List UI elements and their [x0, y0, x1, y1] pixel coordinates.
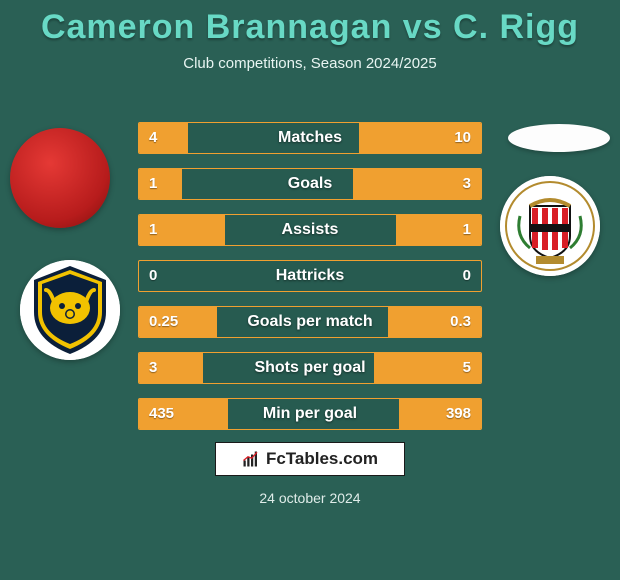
- stat-row: 0.250.3Goals per match: [138, 306, 482, 338]
- bar-left: [139, 169, 182, 199]
- stats-table: 410Matches13Goals11Assists00Hattricks0.2…: [138, 122, 482, 444]
- oxford-united-icon: [20, 260, 120, 360]
- value-right: 3: [463, 169, 471, 199]
- value-left: 3: [149, 353, 157, 383]
- bar-left: [139, 123, 188, 153]
- value-left: 4: [149, 123, 157, 153]
- value-right: 398: [446, 399, 471, 429]
- sunderland-icon: [500, 176, 600, 276]
- player-right-avatar: [508, 124, 610, 152]
- stat-row: 435398Min per goal: [138, 398, 482, 430]
- value-left: 1: [149, 215, 157, 245]
- club-left-badge: [20, 260, 120, 360]
- stat-row: 410Matches: [138, 122, 482, 154]
- stat-row: 35Shots per goal: [138, 352, 482, 384]
- value-left: 1: [149, 169, 157, 199]
- brand-text: FcTables.com: [266, 449, 378, 469]
- value-right: 5: [463, 353, 471, 383]
- value-right: 0: [463, 261, 471, 291]
- value-left: 0.25: [149, 307, 178, 337]
- page-title: Cameron Brannagan vs C. Rigg: [0, 8, 620, 47]
- bars-icon: [242, 450, 260, 468]
- value-right: 1: [463, 215, 471, 245]
- date-text: 24 october 2024: [0, 490, 620, 506]
- brand-badge[interactable]: FcTables.com: [215, 442, 405, 476]
- value-left: 435: [149, 399, 174, 429]
- value-right: 10: [454, 123, 471, 153]
- player-left-avatar: [10, 128, 110, 228]
- club-right-badge: [500, 176, 600, 276]
- stat-label: Hattricks: [139, 261, 481, 291]
- stat-row: 0 0Hattricks: [138, 260, 482, 292]
- value-left: 0: [149, 261, 157, 291]
- stat-row: 11Assists: [138, 214, 482, 246]
- page-subtitle: Club competitions, Season 2024/2025: [0, 55, 620, 72]
- value-right: 0.3: [450, 307, 471, 337]
- stat-row: 13Goals: [138, 168, 482, 200]
